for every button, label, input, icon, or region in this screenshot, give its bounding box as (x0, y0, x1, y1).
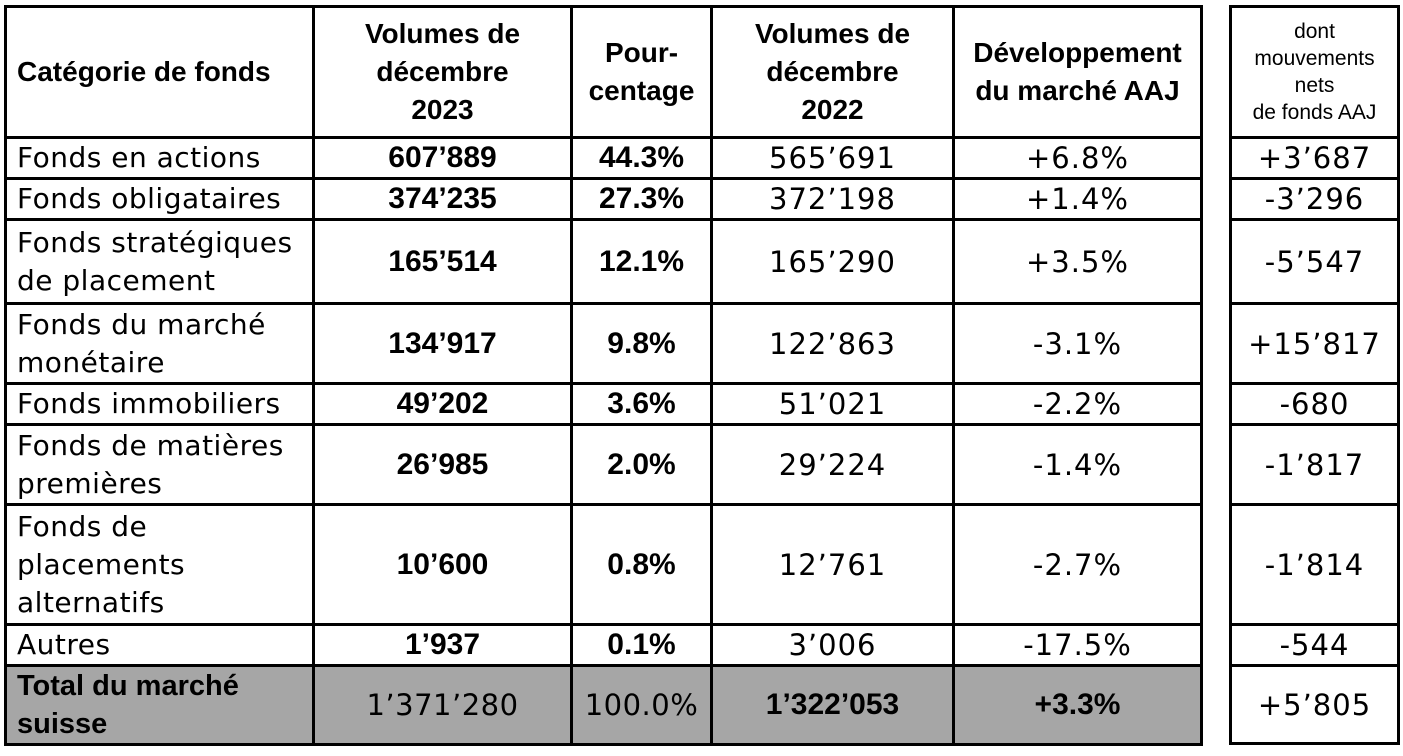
table-row: Fonds de placements alternatifs 10’600 0… (4, 503, 1203, 626)
row-volume-2022: 12’761 (710, 503, 955, 626)
row-net-flow: +15’817 (1229, 302, 1400, 385)
table-row: Fonds de matières premières 26’985 2.0% … (4, 423, 1203, 506)
row-percentage: 3.6% (570, 382, 713, 426)
header-development: Développement du marché AAJ (952, 5, 1203, 139)
header-percentage: Pour- centage (570, 5, 713, 139)
total-net-flow: +5’805 (1229, 664, 1400, 745)
row-category: Fonds de placements alternatifs (4, 503, 315, 626)
row-volume-2023: 49’202 (312, 382, 573, 426)
row-development: +6.8% (952, 136, 1203, 180)
total-percentage: 100.0% (570, 664, 713, 746)
row-net-flow: -1’814 (1229, 503, 1400, 626)
row-development: -2.2% (952, 382, 1203, 426)
row-development: +3.5% (952, 218, 1203, 305)
total-volume-2022: 1’322’053 (710, 664, 955, 746)
row-development: +1.4% (952, 177, 1203, 221)
row-percentage: 27.3% (570, 177, 713, 221)
row-volume-2022: 51’021 (710, 382, 955, 426)
market-volumes-table: Catégorie de fonds Volumes de décembre 2… (4, 5, 1203, 746)
row-volume-2022: 122’863 (710, 302, 955, 385)
row-volume-2022: 565’691 (710, 136, 955, 180)
table-row: -680 (1229, 382, 1400, 426)
table-row: Fonds immobiliers 49’202 3.6% 51’021 -2.… (4, 382, 1203, 426)
row-volume-2023: 26’985 (312, 423, 573, 506)
row-development: -17.5% (952, 623, 1203, 667)
row-category: Fonds obligataires (4, 177, 315, 221)
row-category: Fonds du marché monétaire (4, 302, 315, 385)
table-row: Fonds stratégiques de placement 165’514 … (4, 218, 1203, 305)
row-percentage: 0.1% (570, 623, 713, 667)
table-row: Fonds obligataires 374’235 27.3% 372’198… (4, 177, 1203, 221)
total-category: Total du marché suisse (4, 664, 315, 746)
row-volume-2022: 372’198 (710, 177, 955, 221)
row-percentage: 12.1% (570, 218, 713, 305)
row-volume-2023: 10’600 (312, 503, 573, 626)
header-category: Catégorie de fonds (4, 5, 315, 139)
table-row: -3’296 (1229, 177, 1400, 221)
row-volume-2023: 374’235 (312, 177, 573, 221)
row-category: Fonds immobiliers (4, 382, 315, 426)
row-net-flow: -3’296 (1229, 177, 1400, 221)
row-volume-2023: 134’917 (312, 302, 573, 385)
net-flows-table: dont mouvements nets de fonds AAJ +3’687… (1229, 5, 1400, 745)
row-volume-2023: 1’937 (312, 623, 573, 667)
row-percentage: 44.3% (570, 136, 713, 180)
total-row: Total du marché suisse 1’371’280 100.0% … (4, 664, 1203, 746)
row-net-flow: -544 (1229, 623, 1400, 667)
row-percentage: 2.0% (570, 423, 713, 506)
row-category: Fonds stratégiques de placement (4, 218, 315, 305)
table-row: -1’814 (1229, 503, 1400, 626)
total-volume-2023: 1’371’280 (312, 664, 573, 746)
table-row: Autres 1’937 0.1% 3’006 -17.5% (4, 623, 1203, 667)
row-net-flow: -1’817 (1229, 423, 1400, 506)
row-net-flow: +3’687 (1229, 136, 1400, 180)
row-net-flow: -680 (1229, 382, 1400, 426)
table-row: Fonds en actions 607’889 44.3% 565’691 +… (4, 136, 1203, 180)
header-volumes-2023: Volumes de décembre 2023 (312, 5, 573, 139)
header-net-flows: dont mouvements nets de fonds AAJ (1229, 5, 1400, 139)
row-volume-2023: 607’889 (312, 136, 573, 180)
table-row: Fonds du marché monétaire 134’917 9.8% 1… (4, 302, 1203, 385)
row-percentage: 0.8% (570, 503, 713, 626)
table-row: -5’547 (1229, 218, 1400, 305)
table-row: +15’817 (1229, 302, 1400, 385)
row-development: -3.1% (952, 302, 1203, 385)
row-volume-2022: 165’290 (710, 218, 955, 305)
row-category: Fonds de matières premières (4, 423, 315, 506)
table-row: +3’687 (1229, 136, 1400, 180)
row-volume-2022: 3’006 (710, 623, 955, 667)
row-percentage: 9.8% (570, 302, 713, 385)
header-row: Catégorie de fonds Volumes de décembre 2… (4, 5, 1203, 139)
row-development: -1.4% (952, 423, 1203, 506)
row-net-flow: -5’547 (1229, 218, 1400, 305)
total-row: +5’805 (1229, 664, 1400, 745)
total-development: +3.3% (952, 664, 1203, 746)
row-development: -2.7% (952, 503, 1203, 626)
row-category: Autres (4, 623, 315, 667)
table-row: -544 (1229, 623, 1400, 667)
row-category: Fonds en actions (4, 136, 315, 180)
row-volume-2022: 29’224 (710, 423, 955, 506)
net-flows-header-row: dont mouvements nets de fonds AAJ (1229, 5, 1400, 139)
row-volume-2023: 165’514 (312, 218, 573, 305)
header-volumes-2022: Volumes de décembre 2022 (710, 5, 955, 139)
table-row: -1’817 (1229, 423, 1400, 506)
